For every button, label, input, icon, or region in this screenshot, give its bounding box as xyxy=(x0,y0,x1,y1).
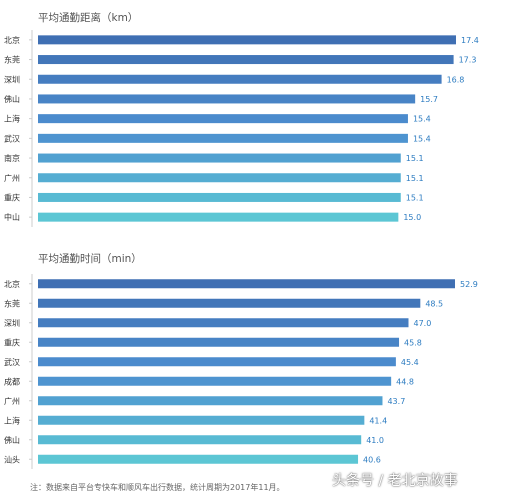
distance-value-label: 15.1 xyxy=(406,193,424,202)
time-value-label: 48.5 xyxy=(425,299,443,308)
distance-value-label: 16.8 xyxy=(447,75,465,84)
distance-bar xyxy=(38,55,454,65)
distance-category-label: 南京 xyxy=(4,153,20,163)
distance-category-label: 佛山 xyxy=(4,94,20,104)
distance-category-label: 中山 xyxy=(4,212,20,222)
time-category-label: 汕头 xyxy=(4,454,20,464)
distance-category-label: 上海 xyxy=(4,114,20,124)
time-bar xyxy=(38,337,400,347)
distance-bar xyxy=(38,192,401,202)
time-bar xyxy=(38,376,392,386)
time-bar xyxy=(38,298,421,308)
distance-value-label: 15.7 xyxy=(420,95,438,104)
time-category-label: 北京 xyxy=(4,279,20,289)
time-category-label: 武汉 xyxy=(4,357,20,367)
time-bar xyxy=(38,318,409,328)
time-bar xyxy=(38,357,396,367)
time-category-label: 深圳 xyxy=(4,318,20,328)
distance-value-label: 15.1 xyxy=(406,174,424,183)
time-chart: 北京 52.9 东莞 48.5 深圳 47.0 重庆 45.8 武汉 45.4 成都 44.8 广州 43… xyxy=(4,274,478,469)
time-category-label: 上海 xyxy=(4,415,20,425)
distance-value-label: 15.1 xyxy=(406,154,424,163)
distance-bar xyxy=(38,94,416,104)
distance-value-label: 15.4 xyxy=(413,115,431,124)
distance-value-label: 17.3 xyxy=(459,56,477,65)
footnote: 注：数据来自平台专快车和顺风车出行数据，统计周期为2017年11月。 xyxy=(30,483,285,492)
time-category-label: 成都 xyxy=(4,376,20,386)
time-value-label: 43.7 xyxy=(387,397,405,406)
time-chart-title: 平均通勤时间（min） xyxy=(38,253,142,265)
distance-value-label: 17.4 xyxy=(461,36,479,45)
time-bar xyxy=(38,396,383,406)
distance-bar xyxy=(38,173,401,183)
time-value-label: 45.8 xyxy=(404,338,422,347)
time-bar xyxy=(38,454,359,464)
distance-bar xyxy=(38,74,442,84)
time-category-label: 东莞 xyxy=(4,298,20,308)
time-value-label: 44.8 xyxy=(396,377,414,386)
distance-bar xyxy=(38,153,401,163)
distance-chart-title: 平均通勤距离（km） xyxy=(38,12,139,24)
distance-category-label: 北京 xyxy=(4,35,20,45)
time-value-label: 41.4 xyxy=(369,416,387,425)
time-bar xyxy=(38,435,362,445)
distance-category-label: 深圳 xyxy=(4,74,20,84)
time-bar xyxy=(38,415,365,425)
distance-category-label: 东莞 xyxy=(4,55,20,65)
distance-category-label: 广州 xyxy=(4,173,20,183)
time-value-label: 47.0 xyxy=(413,319,431,328)
distance-value-label: 15.4 xyxy=(413,134,431,143)
distance-bar xyxy=(38,114,408,124)
distance-category-label: 武汉 xyxy=(4,133,20,143)
time-value-label: 41.0 xyxy=(366,436,384,445)
time-category-label: 佛山 xyxy=(4,435,20,445)
time-value-label: 52.9 xyxy=(460,280,478,289)
distance-category-label: 重庆 xyxy=(4,192,20,202)
distance-chart: 北京 17.4 东莞 17.3 深圳 16.8 佛山 15.7 上海 15.4 武汉 15.4 南京 15… xyxy=(4,30,479,227)
distance-bar xyxy=(38,35,456,45)
distance-value-label: 15.0 xyxy=(403,213,421,222)
time-category-label: 广州 xyxy=(4,396,20,406)
distance-bar xyxy=(38,212,399,222)
time-bar xyxy=(38,279,455,289)
time-category-label: 重庆 xyxy=(4,337,20,347)
distance-bar xyxy=(38,133,408,143)
watermark: 头条号 / 老北京故事 xyxy=(332,473,458,489)
time-value-label: 45.4 xyxy=(401,358,419,367)
time-value-label: 40.6 xyxy=(363,455,381,464)
